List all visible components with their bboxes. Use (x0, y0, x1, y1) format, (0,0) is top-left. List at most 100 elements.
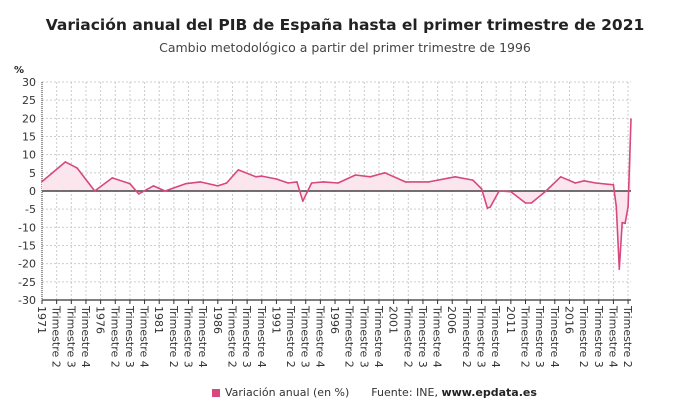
data-point (237, 169, 240, 171)
y-tick-label: 20 (22, 112, 36, 125)
data-point (217, 185, 219, 187)
x-tick-label: 2016 (562, 306, 575, 334)
x-tick-label: Trimestre 2 (225, 305, 238, 368)
data-point (322, 181, 325, 183)
x-tick-label: Trimestre 3 (357, 305, 370, 368)
x-tick-label: Trimestre 3 (533, 305, 546, 368)
y-tick-label: 5 (29, 167, 36, 180)
data-point (255, 176, 257, 178)
data-point (64, 161, 67, 163)
data-point (152, 185, 155, 187)
legend: Variación anual (en %) Fuente: INE, www.… (212, 386, 537, 399)
x-tick-label: 1981 (152, 306, 165, 334)
x-tick-label: Trimestre 4 (431, 305, 444, 368)
x-tick-label: Trimestre 2 (284, 305, 297, 368)
data-point (287, 182, 289, 184)
data-point (337, 182, 339, 184)
data-point (545, 190, 547, 192)
x-tick-label: Trimestre 2 (343, 305, 356, 368)
x-tick-label: 1976 (94, 306, 107, 334)
data-point (583, 180, 585, 182)
x-tick-label: Trimestre 2 (621, 305, 634, 368)
y-tick-label: 30 (22, 76, 36, 89)
chart-title: Variación anual del PIB de España hasta … (45, 16, 645, 34)
data-point (93, 190, 96, 192)
y-tick-label: 15 (22, 131, 36, 144)
data-point (612, 184, 615, 186)
x-tick-label: Trimestre 2 (401, 305, 414, 368)
legend-swatch (212, 388, 220, 397)
y-tick-label: -30 (18, 294, 36, 307)
x-tick-label: Trimestre 3 (416, 305, 429, 368)
y-tick-label: 0 (29, 185, 36, 198)
legend-label: Variación anual (en %) (225, 386, 350, 399)
data-point (137, 193, 140, 195)
data-point (524, 202, 527, 204)
y-tick-label: -15 (18, 240, 36, 253)
x-tick-label: Trimestre 3 (475, 305, 488, 368)
data-point (369, 176, 371, 178)
data-point (489, 206, 492, 208)
data-point (618, 268, 621, 270)
data-point (595, 182, 597, 184)
data-point (471, 179, 474, 181)
data-point (559, 176, 562, 178)
x-tick-label: Trimestre 3 (299, 305, 312, 368)
y-tick-label: -25 (18, 276, 36, 289)
y-axis-unit: % (14, 65, 24, 76)
x-tick-label: Trimestre 2 (108, 305, 121, 368)
x-tick-label: Trimestre 4 (548, 305, 561, 368)
source: Fuente: INE, www.epdata.es (371, 386, 537, 399)
data-point (260, 175, 263, 177)
data-point (454, 176, 456, 178)
x-tick-label: Trimestre 3 (64, 305, 77, 368)
x-tick-label: Trimestre 3 (182, 305, 195, 368)
x-tick-label: Trimestre 4 (372, 305, 385, 368)
x-tick-label: 1991 (269, 306, 282, 334)
data-point (41, 180, 43, 183)
data-point (510, 190, 512, 193)
x-tick-label: Trimestre 4 (313, 305, 326, 368)
data-point (574, 182, 577, 184)
data-point (627, 205, 629, 208)
y-tick-label: -5 (25, 203, 36, 216)
x-tick-label: Trimestre 2 (50, 305, 63, 368)
data-point (624, 222, 626, 225)
x-tick-label: Trimestre 3 (592, 305, 605, 368)
data-point (310, 182, 313, 184)
x-tick-label: 1971 (35, 306, 48, 334)
x-tick-label: Trimestre 2 (577, 305, 590, 368)
data-point (615, 205, 618, 208)
x-tick-label: Trimestre 2 (460, 305, 473, 368)
y-tick-label: 25 (22, 94, 36, 107)
x-tick-label: 1986 (211, 306, 224, 334)
data-point (404, 181, 407, 183)
x-tick-label: Trimestre 4 (196, 305, 209, 368)
data-point (530, 202, 533, 204)
x-tick-label: Trimestre 4 (79, 305, 92, 368)
data-point (498, 190, 500, 192)
data-point (225, 182, 228, 184)
data-point (275, 178, 278, 180)
x-tick-label: Trimestre 3 (123, 305, 136, 368)
y-tick-label: -20 (18, 258, 36, 271)
data-point (354, 174, 357, 176)
chart-subtitle: Cambio metodológico a partir del primer … (159, 40, 531, 55)
data-point (480, 188, 483, 190)
x-tick-label: 1996 (328, 306, 341, 334)
data-point (129, 182, 131, 185)
data-point (111, 177, 114, 179)
x-tick-label: Trimestre 2 (519, 305, 532, 368)
x-tick-label: Trimestre 4 (489, 305, 502, 368)
data-point (428, 181, 430, 183)
source-prefix: Fuente: INE, (371, 386, 442, 399)
y-tick-label: 10 (22, 149, 36, 162)
data-point (621, 221, 624, 224)
data-point (296, 181, 298, 183)
source-site: www.epdata.es (441, 386, 537, 399)
x-tick-label: 2006 (445, 306, 458, 334)
data-point (486, 207, 489, 209)
x-tick-label: 2001 (387, 306, 400, 334)
data-point (199, 181, 202, 183)
